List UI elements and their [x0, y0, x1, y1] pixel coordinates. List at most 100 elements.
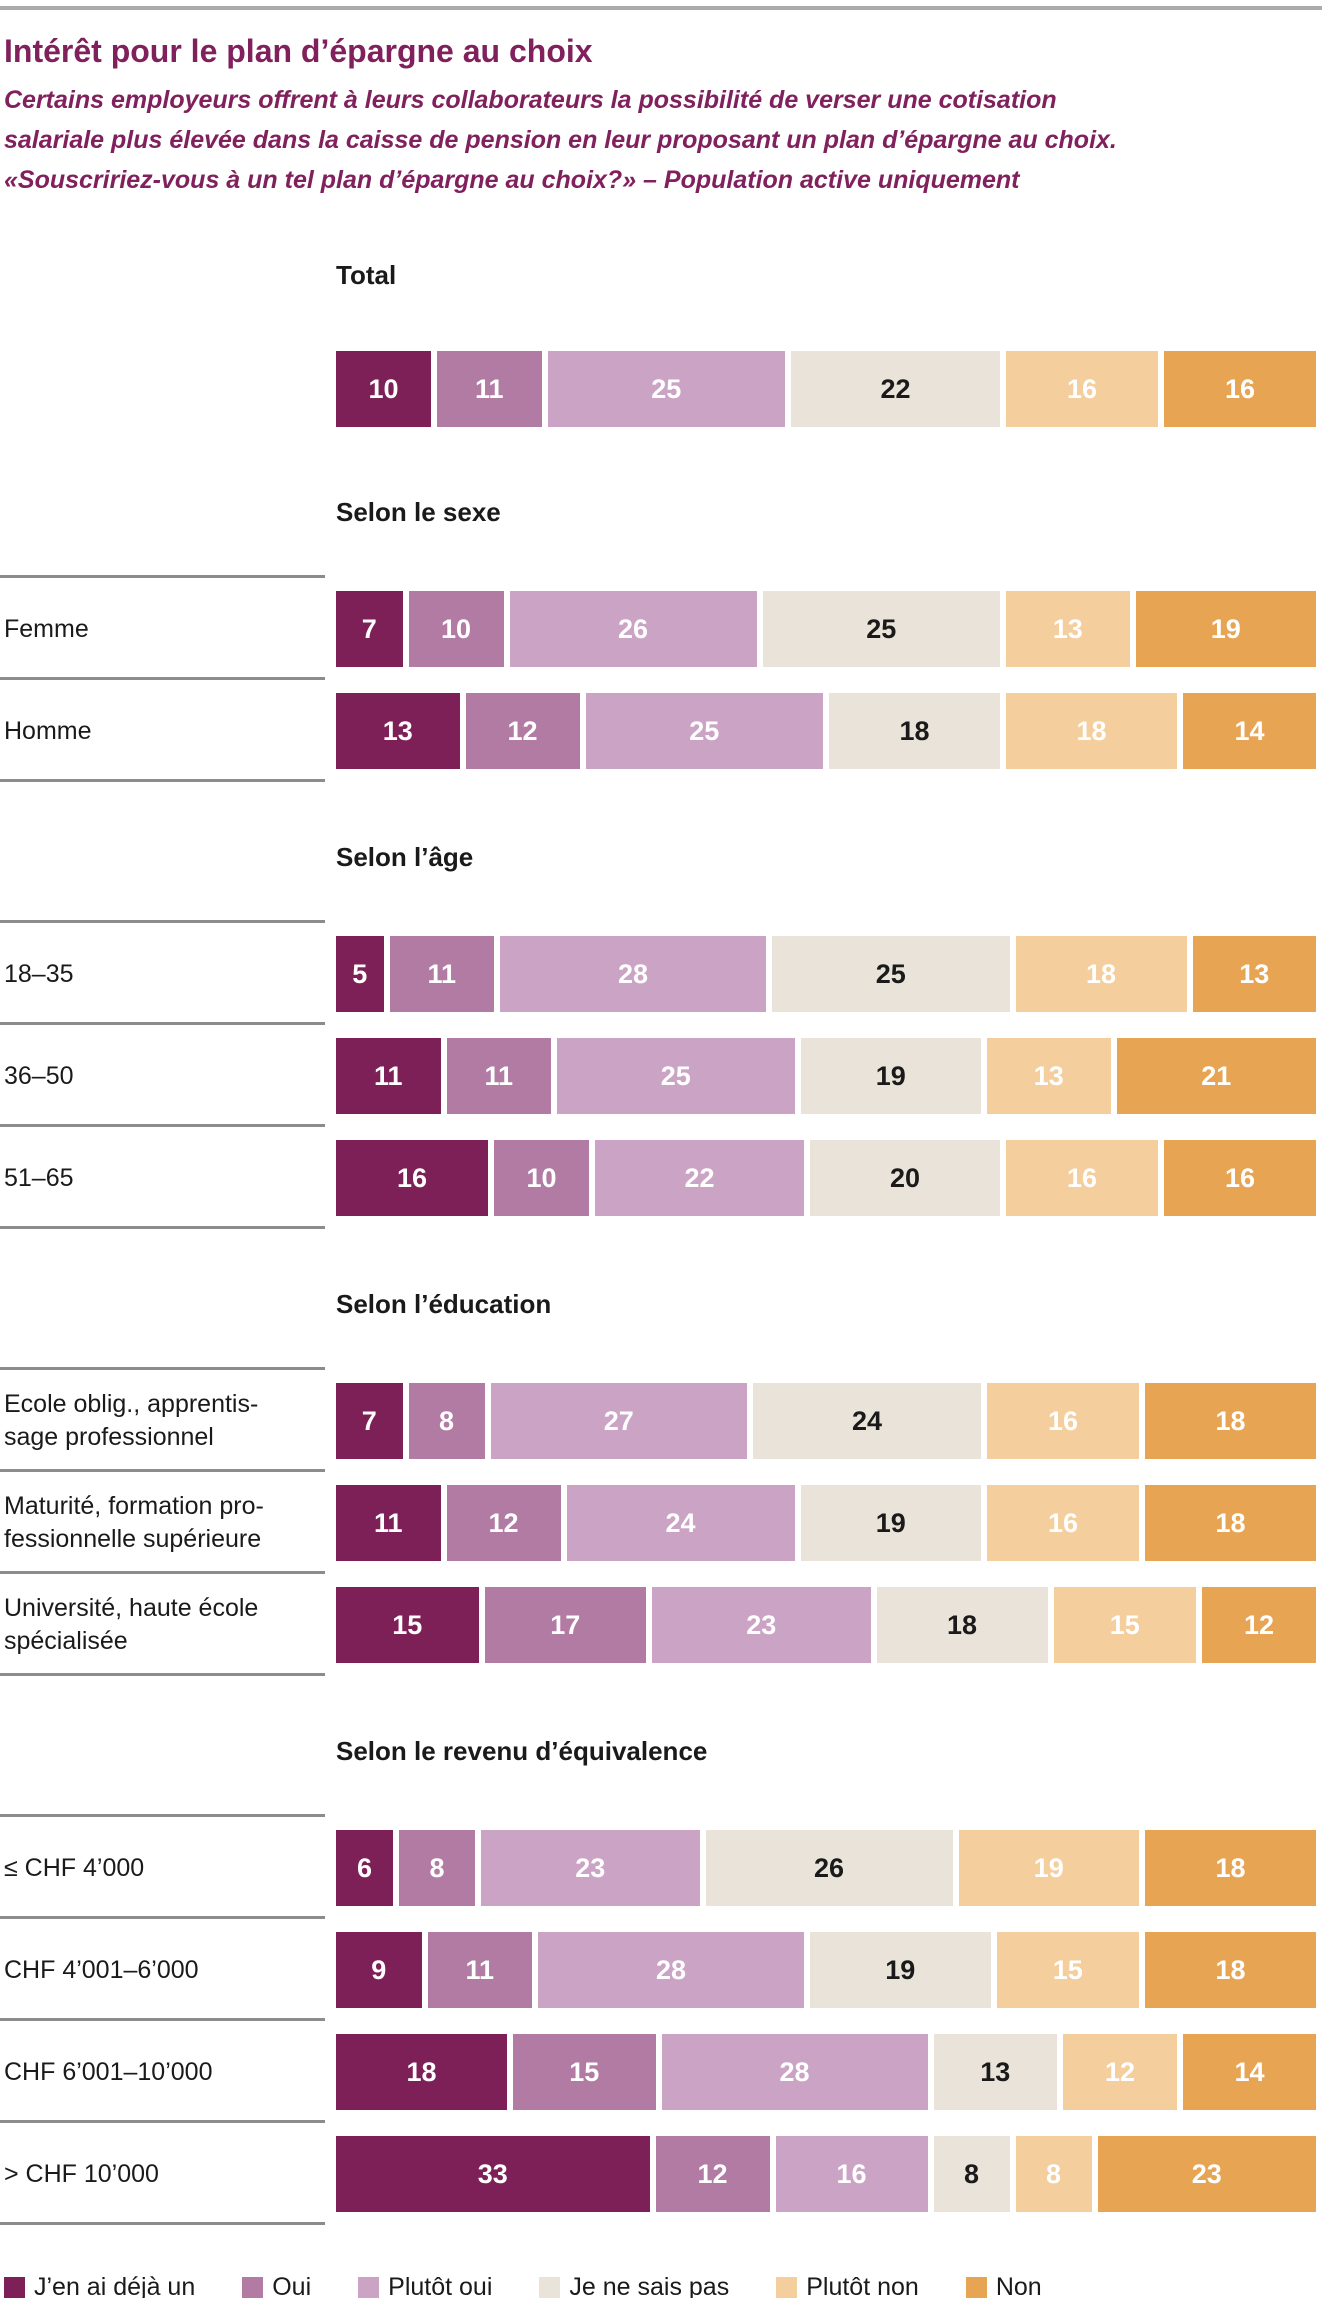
bar-row: 10 11 25 22 16 16	[0, 338, 1322, 437]
segment-value: 25	[651, 373, 682, 404]
legend-item: Non	[965, 2273, 1042, 2298]
bar-segment: 8	[408, 1383, 485, 1459]
stacked-bar: 11 11 25 19 13 21	[336, 1038, 1316, 1114]
bar-segment: 16	[1164, 1140, 1316, 1216]
bar-row: Maturité, formation pro- fessionnelle su…	[0, 1472, 1322, 1571]
bar-segment: 13	[1192, 936, 1316, 1012]
separator	[0, 2018, 325, 2021]
bar-segment: 21	[1116, 1038, 1316, 1114]
segment-value: 14	[1234, 715, 1265, 746]
stacked-bar: 18 15 28 13 12 14	[336, 2034, 1316, 2110]
segment-value: 19	[875, 1507, 906, 1538]
separator	[0, 1124, 325, 1127]
bar-segment: 16	[1006, 351, 1158, 427]
bar-segment: 22	[791, 351, 1000, 427]
segment-value: 22	[684, 1162, 715, 1193]
segment-value: 28	[655, 1954, 687, 1985]
segment-value: 23	[746, 1609, 777, 1640]
segment-value: 6	[356, 1852, 373, 1883]
segment-value: 18	[1085, 958, 1117, 989]
segment-value: 13	[1052, 613, 1083, 644]
row-label: 51–65	[4, 1163, 74, 1192]
segment-value: 16	[1224, 1162, 1256, 1193]
bar-segment: 18	[336, 2034, 507, 2110]
bar-segment: 18	[876, 1587, 1048, 1663]
bar-segment: 14	[1183, 2034, 1316, 2110]
separator	[0, 677, 325, 680]
separator	[0, 1571, 325, 1574]
bar-row: CHF 4’001–6’000 9 11 28 19 15 18	[0, 1919, 1322, 2018]
bar-row: Femme 7 10 26 25 13 19	[0, 578, 1322, 677]
row-label: 36–50	[4, 1061, 74, 1090]
bar-row: Université, haute école spécialisée 15 17 2…	[0, 1574, 1322, 1673]
segment-value: 33	[477, 2158, 508, 2189]
bar-row: > CHF 10’000 33 12 16 8 8 23	[0, 2123, 1322, 2222]
separator	[0, 779, 325, 782]
bar-segment: 18	[1145, 1932, 1316, 2008]
separator	[0, 1673, 325, 1676]
bar-segment: 5	[336, 936, 384, 1012]
bar-row: 18–35 5 11 28 25 18 13	[0, 923, 1322, 1022]
segment-value: 18	[1076, 715, 1107, 746]
segment-value: 19	[885, 1954, 916, 1985]
bar-segment: 25	[762, 591, 1000, 667]
segment-value: 11	[465, 1954, 495, 1985]
segment-value: 13	[382, 715, 413, 746]
stacked-bar: 15 17 23 18 15 12	[336, 1587, 1316, 1663]
separator	[0, 1022, 325, 1025]
bar-row: Ecole oblig., apprentis- sage profession…	[0, 1370, 1322, 1469]
section-heading: Selon le revenu d’équivalence	[336, 1736, 708, 1766]
separator	[0, 1916, 325, 1919]
bar-segment: 12	[446, 1485, 561, 1561]
bar-segment: 26	[509, 591, 757, 667]
bar-segment: 10	[336, 351, 431, 427]
segment-value: 18	[1215, 1507, 1246, 1538]
bar-segment: 19	[800, 1485, 981, 1561]
segment-value: 13	[1033, 1060, 1064, 1091]
bar-segment: 24	[753, 1383, 981, 1459]
bar-segment: 10	[408, 591, 504, 667]
segment-value: 25	[875, 958, 906, 989]
bar-segment: 19	[810, 1932, 991, 2008]
segment-value: 16	[396, 1162, 428, 1193]
legend-swatch	[4, 2277, 25, 2298]
legend-item: Plutôt oui	[358, 2273, 492, 2298]
segment-value: 20	[889, 1162, 921, 1193]
row-label: Maturité, formation pro- fessionnelle su…	[4, 1492, 264, 1553]
segment-value: 17	[550, 1609, 581, 1640]
segment-value: 28	[617, 958, 649, 989]
bar-segment: 25	[557, 1038, 795, 1114]
segment-value: 18	[946, 1609, 978, 1640]
segment-value: 8	[429, 1852, 445, 1883]
row-label: Ecole oblig., apprentis- sage profession…	[4, 1390, 259, 1451]
segment-value: 18	[899, 715, 930, 746]
legend-swatch	[776, 2277, 798, 2298]
bar-segment: 18	[829, 693, 1000, 769]
bar-row: CHF 6’001–10’000 18 15 28 13 12 14	[0, 2021, 1322, 2120]
bar-segment: 8	[399, 1830, 475, 1906]
segment-value: 19	[875, 1060, 906, 1091]
bar-segment: 7	[336, 591, 403, 667]
segment-value: 15	[569, 2056, 600, 2087]
row-label: CHF 6’001–10’000	[4, 2057, 213, 2086]
bar-segment: 13	[336, 693, 460, 769]
bar-row: 36–50 11 11 25 19 13 21	[0, 1025, 1322, 1124]
bar-segment: 19	[958, 1830, 1139, 1906]
legend-item: Plutôt non	[776, 2273, 919, 2298]
bar-segment: 10	[494, 1140, 589, 1216]
segment-value: 25	[866, 613, 897, 644]
row-label: ≤ CHF 4’000	[4, 1853, 145, 1882]
legend-swatch	[242, 2277, 264, 2298]
bar-segment: 16	[775, 2136, 928, 2212]
segment-value: 9	[371, 1954, 387, 1985]
segment-value: 23	[1191, 2158, 1222, 2189]
bar-segment: 13	[987, 1038, 1111, 1114]
stacked-bar: 6 8 23 26 19 18	[336, 1830, 1316, 1906]
bar-segment: 28	[500, 936, 766, 1012]
segment-value: 18	[406, 2056, 437, 2087]
legend: J’en ai déjà un Oui Plutôt oui Je ne sais p…	[4, 2273, 1322, 2298]
row-label: Femme	[4, 614, 89, 643]
segment-value: 8	[1045, 2158, 1062, 2189]
legend-label: Plutôt oui	[388, 2273, 493, 2298]
